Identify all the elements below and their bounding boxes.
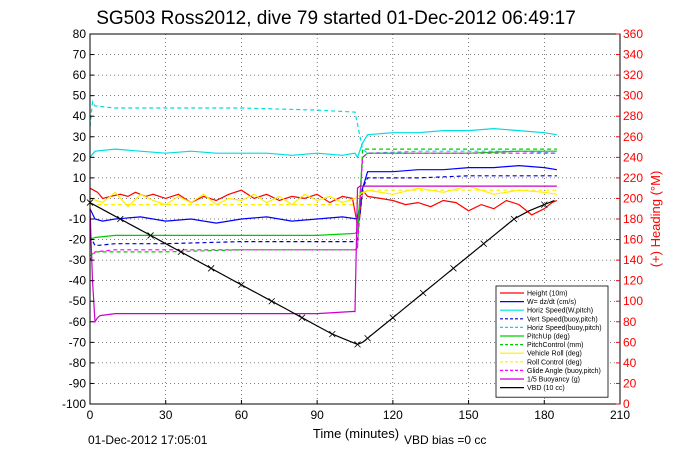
vbd-marker: [419, 289, 427, 297]
y2-tick-label: 140: [623, 253, 643, 267]
y2-tick-label: 40: [623, 356, 637, 370]
y-tick-label: 10: [73, 171, 87, 185]
y-tick-label: -90: [69, 376, 87, 390]
y2-tick-label: 160: [623, 233, 643, 247]
series-line-pitchup-deg: [89, 150, 557, 241]
vbd-marker: [389, 314, 397, 321]
y-tick-label: -10: [69, 212, 87, 226]
legend-entry: Roll Control (deg): [527, 359, 582, 366]
y-axis-label-right: (+) Heading (°M): [648, 171, 663, 268]
series-line-horiz-speed-buoy-pitch: [89, 99, 557, 154]
x-tick-label: 0: [87, 408, 94, 422]
y2-tick-label: 300: [623, 89, 643, 103]
legend-entry: PitchControl (mm): [527, 342, 583, 349]
y2-tick-label: 340: [623, 48, 643, 62]
y-tick-label: -100: [62, 397, 86, 411]
y2-tick-label: 20: [623, 376, 637, 390]
y-tick-label: -50: [69, 294, 87, 308]
series-line-height-10m: [89, 187, 558, 226]
y2-tick-label: 360: [623, 27, 643, 41]
vbd-marker: [364, 334, 371, 342]
y2-tick-label: 180: [623, 212, 643, 226]
legend-entry: Horiz Speed(buoy,pitch): [527, 325, 602, 332]
footer-timestamp: 01-Dec-2012 17:05:01: [88, 433, 208, 447]
legend-entry: Horiz Speed(W,pitch): [527, 308, 593, 315]
series-line-vbd-10-cc: [89, 199, 555, 346]
vbd-marker: [354, 341, 361, 348]
y2-tick-label: 320: [623, 68, 643, 82]
y-tick-label: -40: [69, 274, 87, 288]
y-tick-label: 70: [73, 48, 87, 62]
plot-area: [86, 99, 558, 348]
y-tick-label: 0: [79, 191, 86, 205]
y2-tick-label: 100: [623, 294, 643, 308]
y-tick-label: -70: [69, 335, 87, 349]
y2-tick-label: 0: [623, 397, 630, 411]
series-line-1-5-buoyancy-g: [89, 185, 557, 324]
x-tick-label: 150: [459, 408, 479, 422]
x-tick-label: 120: [383, 408, 403, 422]
y2-tick-label: 200: [623, 191, 643, 205]
series-line-w-dz-dt-cm-s: [89, 164, 557, 224]
legend-entry: VBD (10 cc): [527, 385, 565, 392]
y-tick-label: 60: [73, 68, 87, 82]
series-line-roll-control-deg: [90, 189, 557, 206]
y-tick-label: -30: [69, 253, 87, 267]
y2-tick-label: 220: [623, 171, 643, 185]
y-tick-label: 40: [73, 109, 87, 123]
y-tick-label: 80: [73, 27, 87, 41]
y2-tick-label: 260: [623, 130, 643, 144]
series-line-vehicle-roll-deg: [89, 185, 557, 208]
vbd-marker: [268, 297, 275, 305]
x-tick-label: 210: [610, 408, 630, 422]
y2-tick-label: 60: [623, 335, 637, 349]
y-tick-label: 50: [73, 89, 87, 103]
legend-entry: PitchUp (deg): [527, 334, 570, 341]
legend-entry: 1/5 Buoyancy (g): [527, 377, 580, 384]
x-axis-label: Time (minutes): [313, 426, 399, 441]
legend-entry: Vehicle Roll (deg): [527, 351, 582, 358]
y2-tick-label: 120: [623, 274, 643, 288]
axis-ticks: 0 30 60 90 120 150 180 21080706050403020100-10-…: [62, 27, 643, 422]
x-tick-label: 90: [310, 408, 324, 422]
legend-entry: Vert Speed(buoy,pitch): [527, 316, 598, 323]
y-tick-label: 30: [73, 130, 87, 144]
series-line-horiz-speed-w-pitch: [89, 127, 557, 159]
vbd-marker: [298, 314, 306, 321]
y2-tick-label: 280: [623, 109, 643, 123]
legend-entry: Glide Angle (buoy,pitch): [527, 368, 601, 375]
legend-entry: Height (10m): [527, 291, 567, 298]
y-tick-label: -60: [69, 315, 87, 329]
vbd-marker: [450, 265, 457, 272]
y2-tick-label: 240: [623, 150, 643, 164]
vbd-marker: [147, 232, 154, 239]
legend-entry: W= dz/dt (cm/s): [527, 299, 576, 306]
y-tick-label: -80: [69, 356, 87, 370]
vbd-marker: [177, 248, 185, 256]
vbd-marker: [541, 201, 548, 208]
chart-title: SG503 Ross2012, dive 79 started 01-Dec-2…: [96, 8, 576, 29]
vbd-marker: [480, 240, 487, 247]
vbd-marker: [510, 215, 518, 223]
x-tick-label: 30: [159, 408, 173, 422]
footer-vbd-bias: VBD bias =0 cc: [404, 433, 486, 447]
y-tick-label: -20: [69, 233, 87, 247]
vbd-marker: [207, 265, 215, 272]
y-tick-label: 20: [73, 150, 87, 164]
vbd-marker: [329, 330, 336, 338]
y2-tick-label: 80: [623, 315, 637, 329]
x-tick-label: 60: [235, 408, 249, 422]
legend: Height (10m)W= dz/dt (cm/s) Horiz Speed(W…: [495, 285, 609, 398]
series-line-glide-angle-buoy-pitch: [89, 152, 557, 261]
vbd-marker: [117, 215, 124, 223]
x-tick-label: 180: [534, 408, 554, 422]
vbd-marker: [238, 281, 245, 289]
